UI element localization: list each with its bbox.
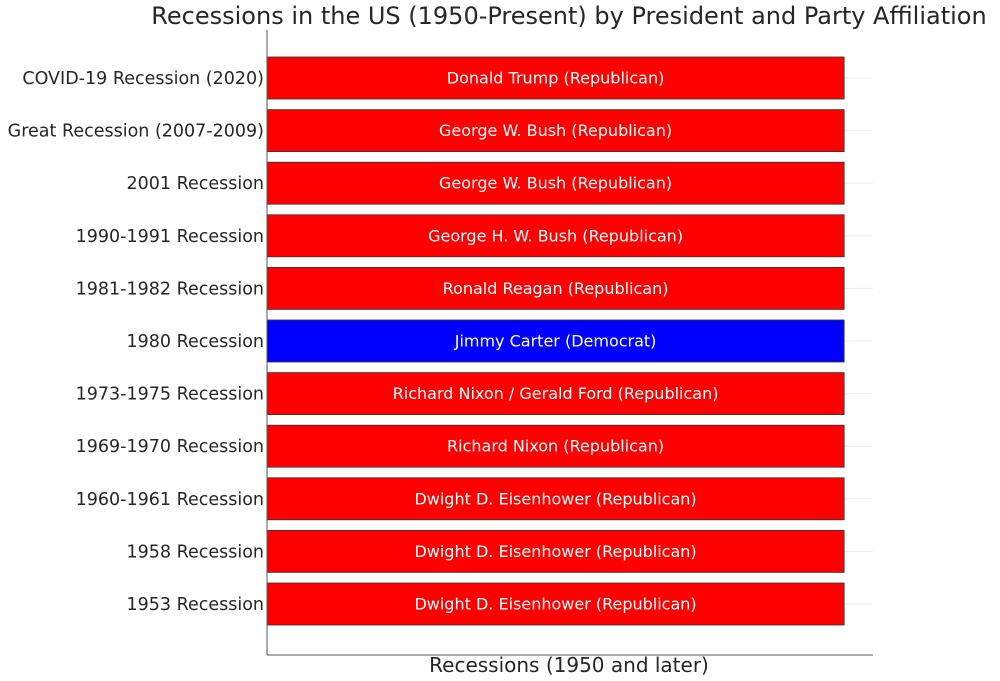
- bar-label: George W. Bush (Republican): [439, 174, 672, 193]
- bar-label: Jimmy Carter (Democrat): [454, 332, 657, 351]
- y-tick-labels: 1953 Recession 1958 Recession 1960-1961 Re…: [8, 69, 264, 615]
- bar: [266, 109, 845, 152]
- y-tick-label: 1981-1982 Recession: [76, 279, 264, 299]
- bar: [266, 582, 845, 626]
- bar: [266, 214, 845, 258]
- bar-label: George H. W. Bush (Republican): [428, 226, 683, 245]
- bars: [266, 56, 845, 626]
- bar: [266, 161, 845, 205]
- bar-label: Ronald Reagan (Republican): [443, 279, 669, 298]
- bar: [266, 530, 845, 573]
- bar-label: Richard Nixon (Republican): [447, 437, 664, 456]
- bar: [266, 319, 845, 363]
- y-tick-label: COVID-19 Recession (2020): [22, 69, 264, 89]
- y-tick-label: Great Recession (2007-2009): [8, 122, 264, 142]
- bar-label: Dwight D. Eisenhower (Republican): [414, 595, 696, 614]
- y-tick-label: 1990-1991 Recession: [76, 227, 264, 247]
- bar-label: Dwight D. Eisenhower (Republican): [414, 489, 696, 508]
- bar: [266, 56, 845, 100]
- bar: [266, 372, 845, 416]
- bar-label: Dwight D. Eisenhower (Republican): [414, 542, 696, 561]
- y-tick-label: 1973-1975 Recession: [76, 385, 264, 405]
- y-tick-label: 1969-1970 Recession: [76, 437, 264, 457]
- bar: [266, 266, 845, 310]
- y-tick-label: 1980 Recession: [126, 332, 264, 352]
- chart-title: Recessions in the US (1950-Present) by P…: [151, 2, 986, 30]
- bar-label: Richard Nixon / Gerald Ford (Republican): [393, 384, 719, 403]
- bar-label: George W. Bush (Republican): [439, 121, 672, 140]
- y-tick-label: 1958 Recession: [126, 542, 264, 562]
- y-tick-label: 1953 Recession: [126, 595, 264, 615]
- bar-label: Donald Trump (Republican): [447, 69, 665, 88]
- y-tick-label: 1960-1961 Recession: [76, 490, 264, 510]
- y-tick-label: 2001 Recession: [126, 174, 264, 194]
- bar: [266, 424, 845, 468]
- x-axis-label: Recessions (1950 and later): [429, 653, 709, 677]
- bar-labels: Dwight D. Eisenhower (Republican) Dwight …: [393, 69, 719, 614]
